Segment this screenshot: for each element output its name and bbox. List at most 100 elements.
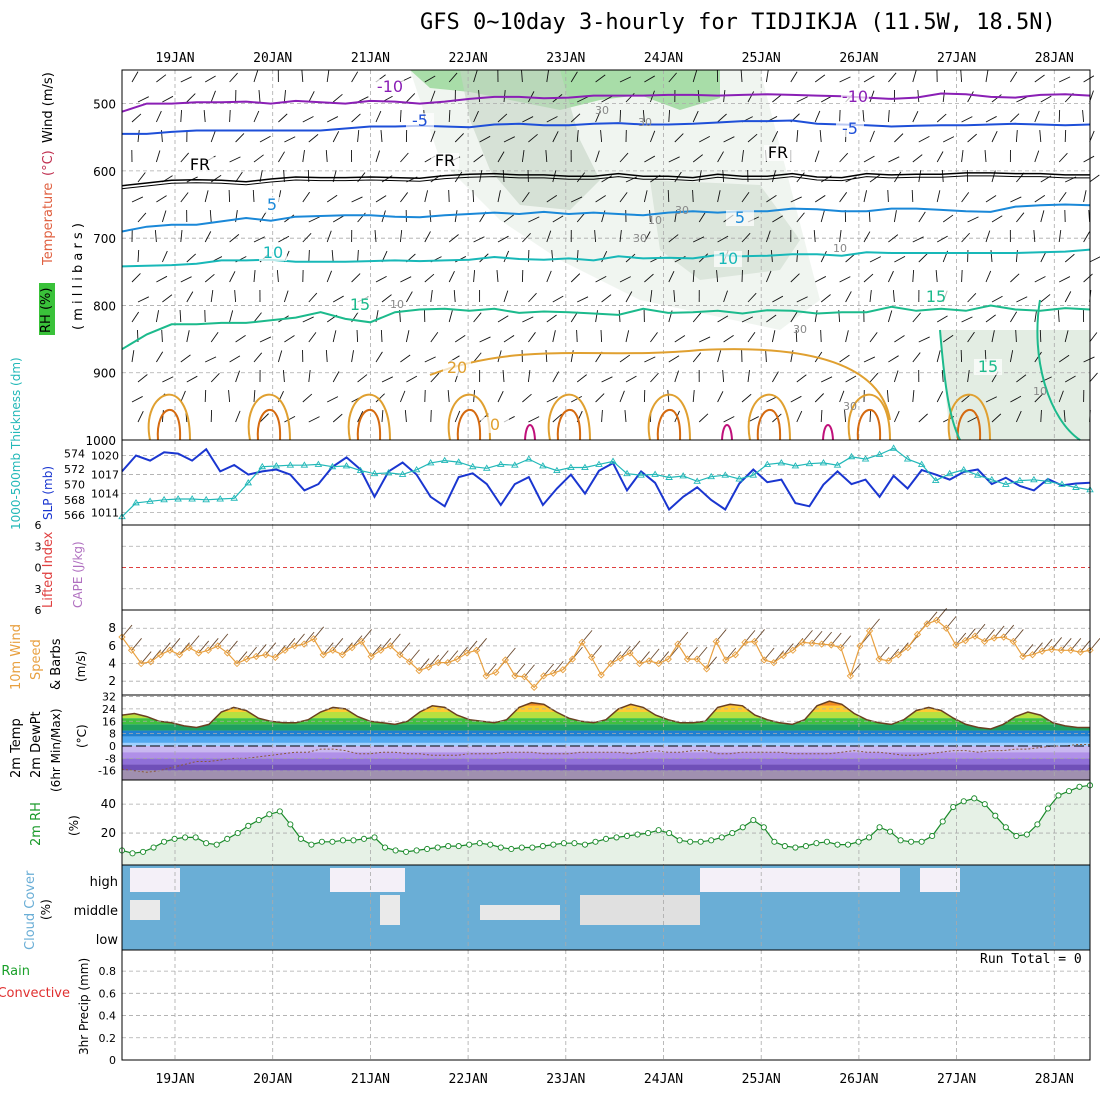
thickness-point xyxy=(609,457,617,464)
thickness-point xyxy=(637,471,645,478)
wind-barb xyxy=(253,270,256,283)
contour-5 xyxy=(121,203,1091,233)
thickness-point xyxy=(1002,480,1010,487)
wind-barb xyxy=(1088,209,1091,223)
wind-barb xyxy=(473,312,482,323)
wind-barb xyxy=(821,376,833,383)
wind-barb xyxy=(430,372,440,383)
wind-barb xyxy=(619,390,625,403)
wind-barb xyxy=(894,133,904,143)
wind-barb-10m xyxy=(131,638,142,651)
contour-25 xyxy=(556,408,582,441)
y-tick-label-rh: 40 xyxy=(101,797,116,811)
thickness-point xyxy=(1044,477,1052,484)
wind-barb-10m xyxy=(370,644,382,657)
x-tick-label-top: 26JAN xyxy=(839,51,878,66)
wind-barb xyxy=(137,374,148,383)
wind-barb-10m xyxy=(1022,644,1034,657)
wind-barb-10m xyxy=(236,651,248,664)
ylabel-wind-unit: (m/s) xyxy=(74,651,88,682)
wind-barb xyxy=(668,355,680,363)
wind-barb xyxy=(448,189,450,203)
contour-25 xyxy=(956,408,982,441)
wind-barb xyxy=(332,170,337,183)
wind-barb xyxy=(1083,190,1087,203)
wind-barb xyxy=(186,253,196,263)
wind-barb xyxy=(302,116,314,123)
contour-label: -5 xyxy=(842,119,858,138)
wind-barb xyxy=(741,393,752,403)
wind-barb xyxy=(302,150,305,163)
wind-barb xyxy=(351,273,361,283)
wind-barb xyxy=(253,312,262,323)
rh-point xyxy=(655,827,662,834)
wind-barb xyxy=(619,354,631,363)
wind-barb-10m xyxy=(1003,624,1015,638)
wind-barb xyxy=(1039,130,1042,143)
thickness-point xyxy=(440,456,449,464)
wind-barb xyxy=(180,276,192,283)
wind-barb xyxy=(399,109,402,123)
wind10-point xyxy=(923,620,931,628)
wind-barb xyxy=(332,93,343,103)
wind-barb-10m xyxy=(1051,637,1063,650)
rh-point xyxy=(571,840,578,847)
wind-barb-10m xyxy=(878,646,890,660)
wind10-point xyxy=(626,649,634,657)
thickness-point xyxy=(342,462,351,469)
thickness-point xyxy=(707,472,716,480)
rh-label: 10 xyxy=(648,214,662,227)
wind-barb-10m xyxy=(476,638,487,651)
wind-barb xyxy=(961,150,964,163)
y-tick-label: 600 xyxy=(93,165,116,179)
thickness-point xyxy=(903,455,912,462)
wind10-point xyxy=(568,655,577,663)
wind-barb xyxy=(991,413,1002,423)
rh-point xyxy=(918,838,925,845)
wind-barb xyxy=(161,329,163,343)
wind-barb xyxy=(357,212,366,223)
rh-point xyxy=(897,837,904,844)
wind-barb xyxy=(918,253,928,263)
wind-barb xyxy=(813,230,816,243)
wind-barb xyxy=(406,93,416,103)
wind-barb xyxy=(967,216,979,223)
wind-barb xyxy=(528,133,538,143)
wind10-point xyxy=(463,649,471,657)
wind-barb xyxy=(155,110,162,123)
wind-barb-10m xyxy=(361,629,372,642)
contour-label-bg xyxy=(974,359,1002,375)
wind-barb xyxy=(454,410,461,423)
wind-barb xyxy=(839,276,851,283)
wind-barb xyxy=(1009,350,1014,363)
wind-barb xyxy=(649,90,655,103)
contour-label: 20 xyxy=(447,358,467,377)
wind-barb xyxy=(284,136,296,143)
wind10-point xyxy=(750,637,759,646)
wind-barb xyxy=(448,271,455,283)
wind-barb xyxy=(473,352,482,363)
wind-barb xyxy=(253,110,260,123)
wind-barb xyxy=(772,94,783,103)
cloud-row-label: low xyxy=(96,933,119,948)
wind10-point xyxy=(530,683,538,691)
rh-point xyxy=(192,834,199,841)
wind10-point xyxy=(971,632,979,640)
thickness-point xyxy=(426,459,435,466)
wind-barb xyxy=(308,216,320,223)
wind-barb-10m xyxy=(303,631,315,645)
rh-point xyxy=(929,832,936,840)
thickness-point xyxy=(875,450,884,457)
wind-barb xyxy=(137,296,150,303)
wind-barb xyxy=(595,276,607,283)
wind-barb xyxy=(595,195,606,203)
contour-label-bg xyxy=(406,113,434,129)
wind10-point xyxy=(415,666,423,675)
y-tick-label-wind: 6 xyxy=(108,639,116,653)
ylabel-wind10: 10m Wind xyxy=(9,624,24,690)
wind-barb xyxy=(235,410,241,423)
wind-barb xyxy=(503,250,510,263)
x-tick-label-bottom: 19JAN xyxy=(155,1072,194,1087)
wind-barb xyxy=(137,411,144,423)
